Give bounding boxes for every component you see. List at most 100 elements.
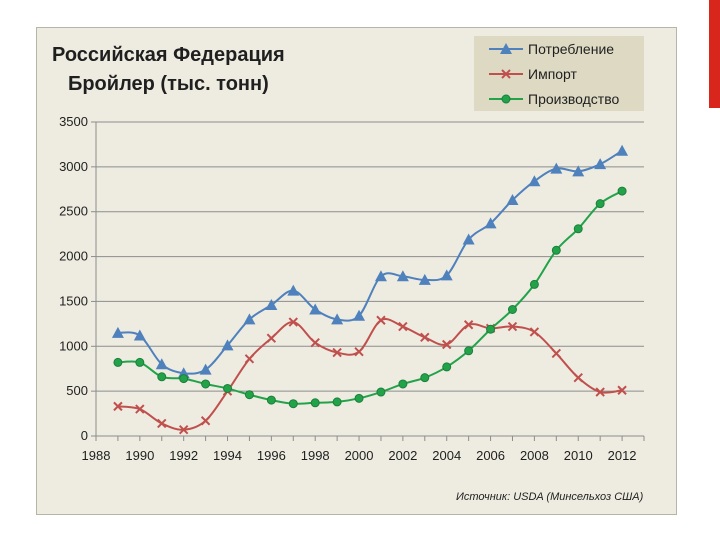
x-tick-label: 1990 — [125, 448, 154, 463]
data-point — [288, 317, 298, 327]
series-lines — [111, 144, 629, 435]
data-point — [420, 332, 430, 343]
data-point — [420, 373, 430, 383]
data-point — [179, 374, 189, 384]
data-point — [354, 393, 364, 403]
data-point — [178, 425, 189, 435]
title-line-2: Бройлер (тыс. тонн) — [67, 73, 269, 95]
x-tick-label: 1988 — [82, 448, 111, 463]
legend-label-import: Импорт — [528, 66, 577, 82]
data-point — [244, 354, 255, 364]
data-point — [266, 395, 276, 405]
data-point — [551, 245, 561, 255]
data-point — [243, 313, 256, 325]
data-point — [551, 348, 562, 359]
y-tick-label: 2000 — [59, 249, 88, 264]
series-triangle — [111, 144, 629, 379]
data-point — [113, 401, 123, 412]
data-point — [244, 390, 254, 400]
y-tick-label: 3500 — [59, 114, 88, 129]
data-point — [463, 320, 474, 330]
axes: 0 500 1000 1500 2000 2500 3000 3500 1988 1990 1992… — [59, 114, 645, 463]
x-tick-label: 2002 — [388, 448, 417, 463]
data-point — [265, 299, 278, 311]
data-point — [354, 346, 364, 357]
y-tick-label: 2500 — [59, 204, 88, 219]
x-tick-label: 1994 — [213, 448, 242, 463]
data-point — [376, 315, 386, 325]
data-point — [113, 357, 123, 367]
x-marker-icon — [489, 69, 523, 79]
data-point — [266, 333, 277, 343]
x-tick-label: 2006 — [476, 448, 505, 463]
legend-item-consumption: Потребление — [488, 39, 640, 59]
data-point — [135, 404, 145, 414]
data-point — [418, 273, 431, 285]
x-tick-label: 2000 — [345, 448, 374, 463]
data-point — [573, 224, 583, 234]
legend-item-import: Импорт — [488, 64, 640, 84]
data-point — [332, 397, 342, 407]
x-tick-label: 1992 — [169, 448, 198, 463]
data-point — [507, 321, 518, 332]
data-point — [572, 165, 585, 177]
data-point — [595, 387, 605, 397]
y-tick-label: 0 — [81, 428, 88, 443]
data-point — [506, 194, 519, 206]
title-line-1: Российская Федерация — [52, 44, 285, 66]
data-point — [528, 175, 541, 187]
triangle-marker-icon — [489, 43, 523, 54]
data-point — [616, 144, 629, 156]
data-point — [617, 186, 627, 196]
legend-label-consumption: Потребление — [528, 41, 615, 57]
data-point — [550, 162, 563, 174]
data-point — [133, 329, 146, 341]
data-point — [201, 379, 211, 389]
y-tick-label: 1000 — [59, 338, 88, 353]
chart-title: Российская Федерация Бройлер (тыс. тонн) — [52, 41, 285, 99]
data-point — [396, 270, 409, 282]
data-point — [617, 385, 627, 395]
data-point — [288, 399, 298, 409]
x-tick-label: 2012 — [608, 448, 637, 463]
data-point — [331, 313, 344, 325]
data-point — [310, 398, 320, 408]
data-point — [442, 339, 452, 350]
y-tick-label: 500 — [66, 383, 88, 398]
series-circle — [113, 186, 627, 409]
data-point — [398, 321, 408, 332]
circle-marker-icon — [489, 94, 523, 104]
data-point — [573, 372, 583, 383]
data-point — [332, 347, 342, 358]
data-point — [353, 309, 366, 321]
data-point — [398, 379, 408, 389]
source-note: Источник: USDA (Минсельхоз США) — [456, 491, 644, 503]
data-point — [374, 270, 387, 282]
data-point — [595, 199, 605, 209]
legend-label-production: Производство — [528, 91, 620, 107]
data-point — [155, 358, 168, 370]
legend: Потребление Импорт Производство — [474, 36, 644, 111]
x-tick-label: 2010 — [564, 448, 593, 463]
y-tick-label: 1500 — [59, 293, 88, 308]
y-tick-label: 3000 — [59, 159, 88, 174]
data-point — [287, 284, 300, 296]
data-point — [464, 346, 474, 356]
data-point — [462, 233, 475, 245]
data-point — [111, 326, 124, 338]
series-x — [113, 315, 627, 435]
data-point — [376, 387, 386, 397]
x-tick-label: 1996 — [257, 448, 286, 463]
x-tick-label: 1998 — [301, 448, 330, 463]
data-point — [309, 303, 322, 315]
data-point — [199, 363, 212, 375]
data-point — [200, 416, 211, 426]
data-point — [442, 362, 452, 372]
data-point — [157, 372, 167, 382]
x-tick-label: 2008 — [520, 448, 549, 463]
data-point — [221, 339, 234, 351]
series-line — [117, 149, 623, 375]
data-point — [310, 337, 320, 348]
data-point — [486, 324, 496, 334]
